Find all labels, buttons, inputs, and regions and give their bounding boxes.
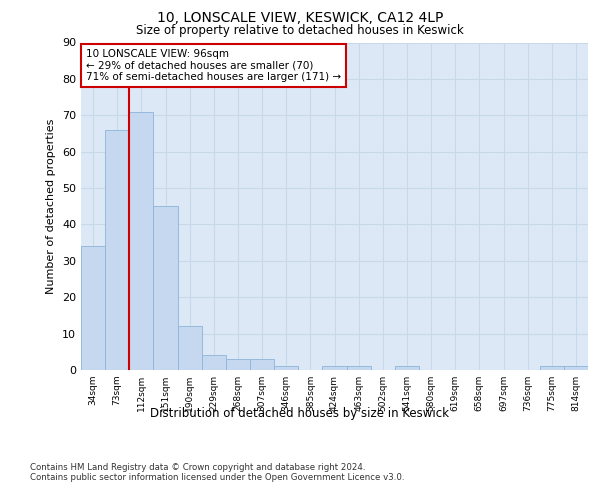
Bar <box>347 366 371 370</box>
Bar <box>226 359 250 370</box>
Text: Size of property relative to detached houses in Keswick: Size of property relative to detached ho… <box>136 24 464 37</box>
Bar <box>250 359 274 370</box>
Bar <box>322 366 347 370</box>
Bar <box>105 130 129 370</box>
Bar <box>129 112 154 370</box>
Text: Distribution of detached houses by size in Keswick: Distribution of detached houses by size … <box>151 408 449 420</box>
Text: 10 LONSCALE VIEW: 96sqm
← 29% of detached houses are smaller (70)
71% of semi-de: 10 LONSCALE VIEW: 96sqm ← 29% of detache… <box>86 49 341 82</box>
Bar <box>81 246 105 370</box>
Text: 10, LONSCALE VIEW, KESWICK, CA12 4LP: 10, LONSCALE VIEW, KESWICK, CA12 4LP <box>157 11 443 25</box>
Bar <box>178 326 202 370</box>
Y-axis label: Number of detached properties: Number of detached properties <box>46 118 56 294</box>
Bar <box>395 366 419 370</box>
Bar <box>202 356 226 370</box>
Bar <box>564 366 588 370</box>
Bar <box>274 366 298 370</box>
Text: Contains HM Land Registry data © Crown copyright and database right 2024.: Contains HM Land Registry data © Crown c… <box>30 462 365 471</box>
Bar <box>540 366 564 370</box>
Bar <box>154 206 178 370</box>
Text: Contains public sector information licensed under the Open Government Licence v3: Contains public sector information licen… <box>30 472 404 482</box>
